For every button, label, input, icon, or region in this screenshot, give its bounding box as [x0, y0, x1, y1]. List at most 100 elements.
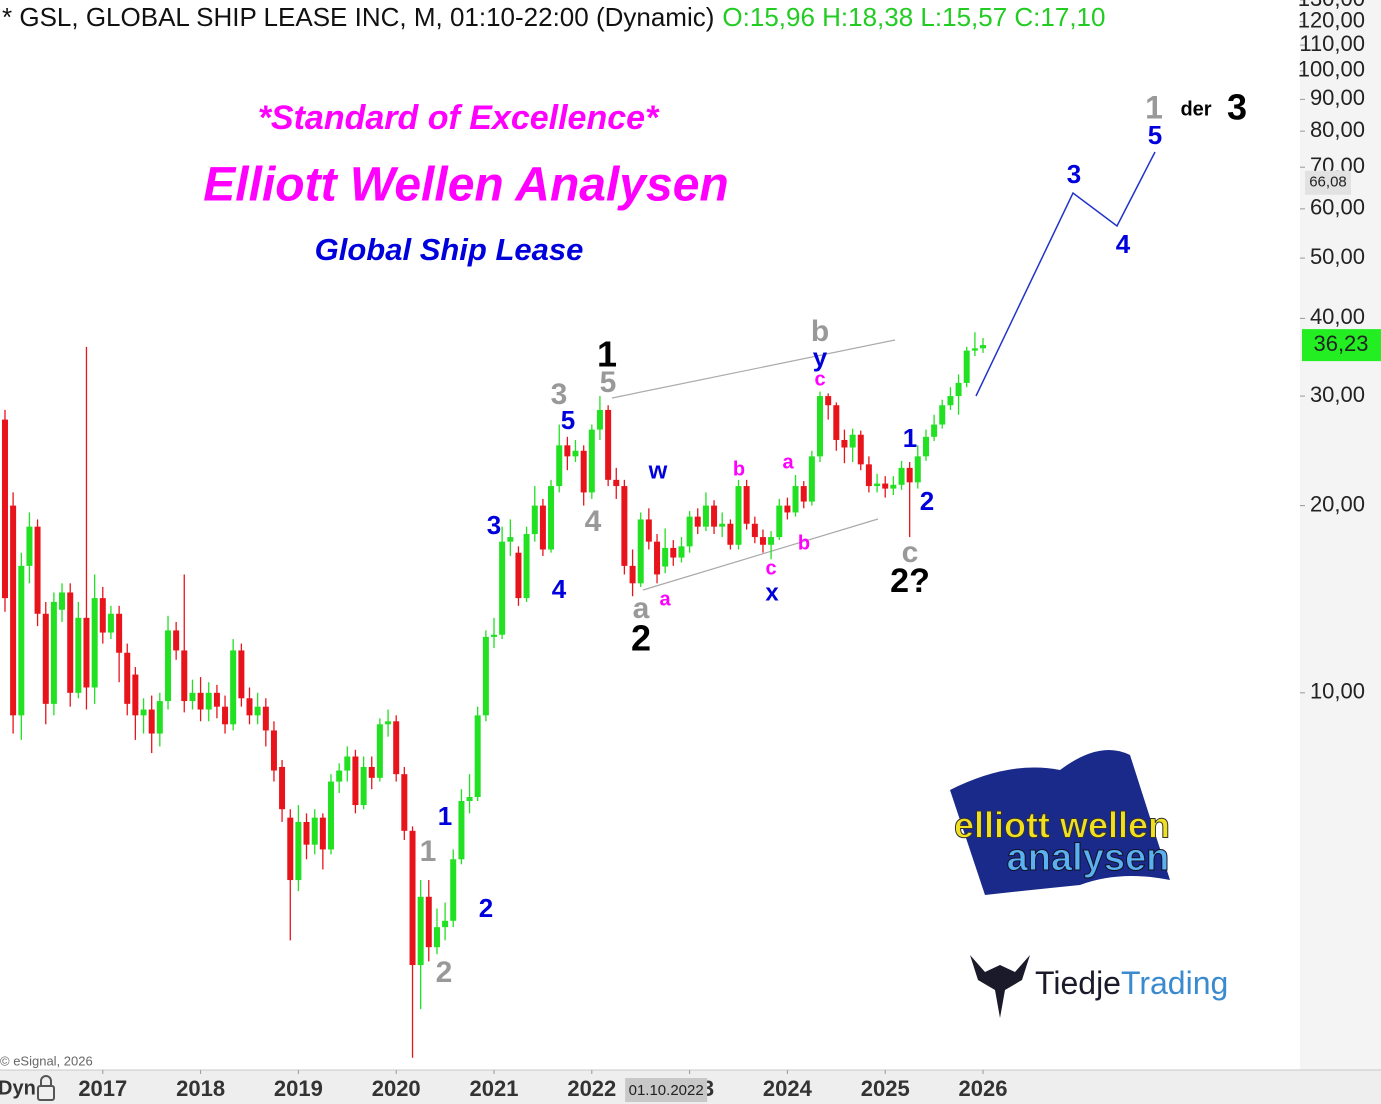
candle-body — [874, 483, 881, 487]
candle-body — [270, 730, 277, 771]
mode-label: Dyn — [0, 1077, 36, 1099]
candle-body — [50, 601, 57, 704]
candle-body — [474, 715, 481, 798]
candle-body — [124, 652, 131, 704]
y-tick-label: 60,00 — [1310, 195, 1365, 220]
header-ohlc: O:15,96 H:18,38 L:15,57 C:17,10 — [722, 2, 1105, 32]
wave-label: 2 — [479, 893, 493, 923]
wave-label: b — [811, 315, 829, 348]
wave-label: 4 — [1116, 229, 1131, 259]
candle-body — [898, 467, 905, 485]
channel-line — [642, 518, 879, 591]
lock-body — [37, 1085, 55, 1101]
wave-label: 5 — [600, 366, 617, 399]
candle-body — [295, 821, 302, 881]
candle-body — [605, 409, 612, 480]
candle-body — [466, 797, 473, 802]
candle-body — [156, 701, 163, 734]
candle-body — [735, 486, 742, 545]
candle-body — [319, 817, 326, 850]
candle-body — [768, 537, 775, 545]
candle-body — [458, 801, 465, 860]
y-tick-label: 40,00 — [1310, 304, 1365, 329]
wave-label: 1 — [1145, 89, 1163, 125]
candle-body — [409, 830, 416, 966]
candle-body — [531, 505, 538, 535]
candle-body — [963, 350, 970, 383]
wave-label: 4 — [552, 574, 567, 604]
chart-title: Elliott Wellen Analysen — [203, 159, 728, 212]
y-tick-label: 110,00 — [1299, 31, 1365, 56]
wave-label: der — [1180, 98, 1211, 120]
candle-body — [189, 692, 196, 702]
y-tick-label: 20,00 — [1310, 491, 1365, 516]
wave-label: 5 — [1148, 120, 1162, 150]
candle-body — [368, 766, 375, 778]
subtitle: *Standard of Excellence* — [258, 99, 660, 137]
candle-body — [792, 486, 799, 513]
candle-body — [890, 484, 897, 489]
projection-line — [975, 151, 1156, 397]
candle-body — [662, 547, 669, 567]
candle-body — [939, 405, 946, 425]
candle-body — [336, 770, 343, 782]
candle-body — [132, 674, 139, 716]
candle-body — [629, 565, 636, 584]
crosshair-label: 01.10.2022 — [625, 1078, 708, 1102]
wave-label: 1 — [420, 835, 437, 868]
candle-body — [637, 519, 644, 584]
candle-body — [425, 896, 432, 948]
logo-flag — [950, 750, 1170, 895]
candle-body — [564, 445, 571, 457]
candle-body — [645, 519, 652, 542]
candle-body — [759, 537, 766, 545]
candle-body — [99, 598, 106, 633]
candle-body — [442, 920, 449, 928]
y-tick-label: 80,00 — [1310, 117, 1365, 142]
candle-body — [279, 766, 286, 810]
candle-body — [59, 592, 66, 610]
wave-label: y — [813, 342, 828, 372]
candle-body — [865, 464, 872, 487]
candle-body — [931, 424, 938, 437]
candle-body — [205, 692, 212, 710]
candle-body — [825, 396, 832, 406]
candle-body — [75, 617, 82, 693]
candle-body — [385, 721, 392, 725]
candle-body — [670, 547, 677, 558]
lock-shackle — [40, 1075, 52, 1086]
logo-icon — [970, 955, 1030, 1018]
logo-text: TiedjeTrading — [1035, 965, 1228, 1001]
candle-body — [18, 565, 25, 716]
lock-icon — [37, 1075, 55, 1101]
candle-body — [849, 434, 856, 448]
x-tick-label: 2021 — [470, 1076, 519, 1101]
candle-body — [971, 348, 978, 351]
candle-body — [450, 859, 457, 921]
candle-body — [491, 634, 498, 637]
candle-body — [352, 756, 359, 806]
candle-body — [784, 505, 791, 513]
candle-body — [360, 766, 367, 806]
candle-body — [727, 523, 734, 545]
crosshair-box — [625, 1078, 708, 1102]
x-tick-label: 2017 — [78, 1076, 127, 1101]
candle-body — [482, 636, 489, 716]
candle-body — [841, 439, 848, 448]
candle-body — [303, 821, 310, 845]
candle-body — [254, 706, 261, 716]
elliott-logo: elliott wellen analysen — [950, 750, 1171, 895]
wave-label: 2 — [631, 618, 651, 659]
logo-text: Trading — [1121, 965, 1228, 1001]
candle-body — [181, 650, 188, 702]
candle-body — [539, 505, 546, 550]
x-tick-label: 2022 — [567, 1076, 616, 1101]
wave-label: 3 — [1067, 159, 1081, 189]
candle-body — [833, 405, 840, 440]
x-tick-label: 2024 — [763, 1076, 813, 1101]
x-tick-label: 2026 — [959, 1076, 1008, 1101]
candle-body — [776, 505, 783, 538]
y-tick-label: 90,00 — [1310, 85, 1365, 110]
candle-body — [230, 650, 237, 725]
